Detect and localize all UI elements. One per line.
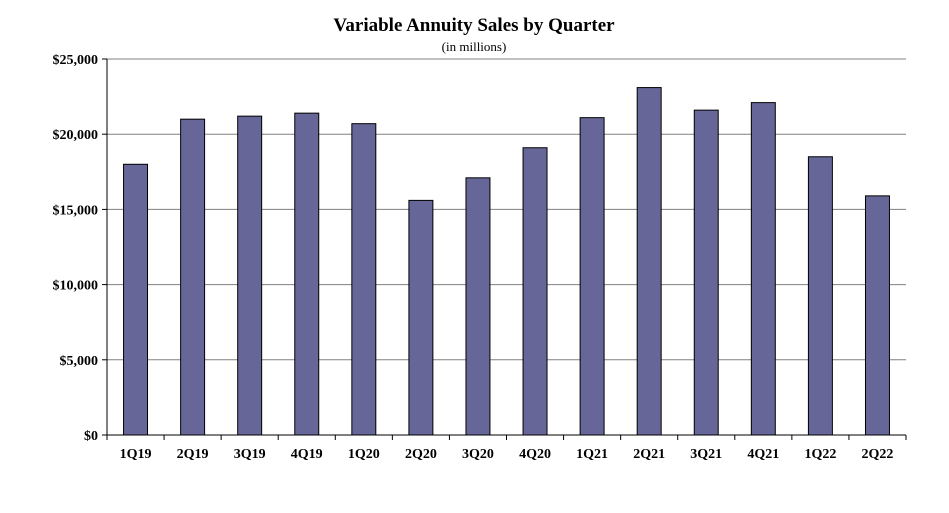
x-tick-label: 1Q20 (348, 447, 380, 462)
bar-2q22 (864, 195, 890, 436)
bar-3q19 (237, 115, 263, 436)
bar-1q22 (807, 156, 833, 436)
y-tick-label: $20,000 (53, 128, 99, 143)
x-tick-label: 2Q20 (405, 447, 437, 462)
bars (123, 87, 890, 436)
chart-title: Variable Annuity Sales by Quarter (333, 15, 615, 36)
y-tick-label: $25,000 (53, 53, 99, 68)
y-tick-label: $5,000 (60, 354, 99, 369)
bar-2q20 (408, 199, 434, 436)
x-tick-label: 1Q19 (120, 447, 152, 462)
axes (102, 58, 907, 440)
x-tick-label: 2Q21 (633, 447, 665, 462)
gridlines (107, 58, 906, 361)
chart-subtitle: (in millions) (442, 39, 507, 54)
bar-1q19 (123, 163, 149, 436)
x-tick-label: 3Q19 (234, 447, 266, 462)
x-tick-label: 4Q21 (747, 447, 779, 462)
y-tick-label: $10,000 (53, 279, 99, 294)
bar-3q20 (465, 177, 491, 436)
bar-1q21 (579, 117, 605, 436)
y-tick-labels: $0 $5,000 $10,000 $15,000 $20,000 $25,000 (53, 53, 99, 444)
bar-2q19 (180, 118, 206, 436)
y-tick-label: $0 (84, 429, 98, 444)
x-tick-label: 2Q22 (862, 447, 894, 462)
x-tick-labels: 1Q19 2Q19 3Q19 4Q19 1Q20 2Q20 3Q20 4Q20 1Q21 2Q21… (120, 447, 894, 462)
x-tick-label: 4Q19 (291, 447, 323, 462)
x-tick-label: 3Q21 (690, 447, 722, 462)
x-tick-label: 1Q22 (804, 447, 836, 462)
bar-3q21 (693, 109, 719, 436)
y-tick-label: $15,000 (53, 203, 99, 218)
x-tick-label: 2Q19 (177, 447, 209, 462)
x-tick-label: 1Q21 (576, 447, 608, 462)
x-tick-label: 3Q20 (462, 447, 494, 462)
bar-2q21 (636, 87, 662, 436)
bar-4q20 (522, 147, 548, 436)
x-tick-label: 4Q20 (519, 447, 551, 462)
bar-4q19 (294, 112, 320, 436)
bar-1q20 (351, 123, 377, 436)
bar-4q21 (750, 102, 776, 436)
